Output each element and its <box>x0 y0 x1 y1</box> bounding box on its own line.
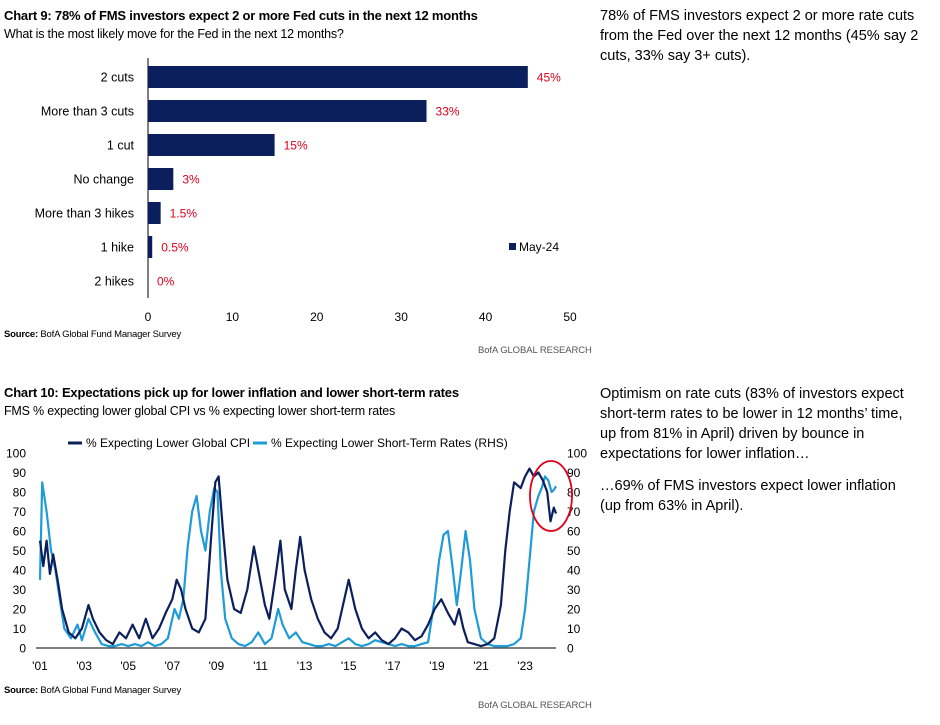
chart9-x-tick-label: 30 <box>395 310 409 324</box>
chart9-block: Chart 9: 78% of FMS investors expect 2 o… <box>0 0 592 360</box>
chart10-commentary-text-1: Optimism on rate cuts (83% of investors … <box>600 386 904 462</box>
chart10-y-tick-left: 80 <box>13 486 27 500</box>
chart10-y-tick-left: 0 <box>19 642 26 656</box>
chart10-y-tick-right: 30 <box>567 583 581 597</box>
chart9-bar <box>148 236 153 258</box>
chart10-block: Chart 10: Expectations pick up for lower… <box>0 380 592 725</box>
chart10-source-label: Source: <box>4 685 38 696</box>
chart10-x-tick-label: '11 <box>253 659 268 673</box>
chart9-bar <box>148 168 174 190</box>
chart9-source-text: BofA Global Fund Manager Survey <box>37 329 182 340</box>
chart10-y-tick-right: 0 <box>567 642 574 656</box>
chart9-title: Chart 9: 78% of FMS investors expect 2 o… <box>4 8 478 23</box>
chart9-commentary-text: 78% of FMS investors expect 2 or more ra… <box>600 8 919 64</box>
chart10-y-tick-right: 10 <box>567 622 581 636</box>
chart9-category-label: No change <box>74 173 135 187</box>
chart9-category-label: More than 3 cuts <box>41 105 134 119</box>
chart10-x-tick-label: '09 <box>209 659 225 673</box>
chart10-series-cpi-line <box>38 467 558 648</box>
chart10-y-tick-right: 90 <box>567 466 581 480</box>
chart10-y-tick-left: 40 <box>13 564 27 578</box>
chart10-y-tick-left: 30 <box>13 583 27 597</box>
chart10-x-tick-label: '01 <box>32 659 48 673</box>
chart9-x-tick-label: 40 <box>479 310 493 324</box>
chart9-subtitle: What is the most likely move for the Fed… <box>4 27 344 41</box>
chart10-subtitle: FMS % expecting lower global CPI vs % ex… <box>4 404 396 418</box>
chart10-y-tick-right: 40 <box>567 564 581 578</box>
chart10-x-tick-label: '13 <box>297 659 313 673</box>
chart10-y-tick-right: 20 <box>567 603 581 617</box>
chart9-data-label: 0.5% <box>161 241 189 255</box>
chart9-category-label: 2 hikes <box>94 275 134 289</box>
chart9-data-label: 15% <box>284 139 308 153</box>
chart10-y-tick-left: 70 <box>13 505 27 519</box>
chart9-source: Source: BofA Global Fund Manager Survey <box>4 329 181 340</box>
chart10-highlight-circle <box>529 460 573 532</box>
chart10-title: Chart 10: Expectations pick up for lower… <box>4 385 459 400</box>
chart9-data-label: 3% <box>182 173 200 187</box>
chart10-x-tick-label: '23 <box>517 659 533 673</box>
chart9-legend-swatch <box>509 243 516 250</box>
chart10-legend-label-cpi: % Expecting Lower Global CPI <box>86 436 250 450</box>
chart10-source: Source: BofA Global Fund Manager Survey <box>4 685 181 696</box>
chart10-commentary: Optimism on rate cuts (83% of investors … <box>600 384 920 516</box>
chart9-data-label: 1.5% <box>170 207 198 221</box>
chart10-y-tick-left: 50 <box>13 544 27 558</box>
chart9-category-label: 2 cuts <box>101 71 134 85</box>
chart10-y-tick-left: 100 <box>6 447 26 461</box>
chart10-y-tick-right: 100 <box>567 447 587 461</box>
chart10-x-tick-label: '17 <box>385 659 401 673</box>
chart10-y-tick-right: 60 <box>567 525 581 539</box>
chart9-category-label: 1 cut <box>107 139 135 153</box>
chart10-x-tick-label: '03 <box>76 659 92 673</box>
chart9-bar <box>148 202 161 224</box>
chart9-x-tick-label: 10 <box>226 310 240 324</box>
chart10-y-tick-left: 10 <box>13 622 27 636</box>
chart9-category-label: More than 3 hikes <box>35 207 134 221</box>
chart9-bar <box>148 134 275 156</box>
chart10-x-tick-label: '21 <box>473 659 489 673</box>
chart10-x-tick-label: '15 <box>341 659 357 673</box>
chart9-bar <box>148 100 427 122</box>
chart10-y-tick-left: 60 <box>13 525 27 539</box>
chart9-x-tick-label: 20 <box>310 310 324 324</box>
chart9-data-label: 45% <box>537 71 561 85</box>
chart10-series-rates-line <box>38 475 557 648</box>
chart9-credit: BofA GLOBAL RESEARCH <box>478 345 592 356</box>
chart9-legend-label: May-24 <box>519 240 559 254</box>
chart9-source-label: Source: <box>4 329 38 340</box>
chart9-category-label: 1 hike <box>101 241 134 255</box>
chart10-y-tick-left: 20 <box>13 603 27 617</box>
chart10-credit: BofA GLOBAL RESEARCH <box>478 700 592 711</box>
chart10-commentary-text-2: …69% of FMS investors expect lower infla… <box>600 478 896 514</box>
chart10-y-tick-right: 80 <box>567 486 581 500</box>
chart10-x-tick-label: '19 <box>429 659 445 673</box>
chart9-commentary: 78% of FMS investors expect 2 or more ra… <box>600 6 930 66</box>
chart10-source-text: BofA Global Fund Manager Survey <box>37 685 182 696</box>
chart9-plot: 2 cuts 45% More than 3 cuts 33% 1 cut 15% No c… <box>35 58 577 324</box>
chart10-x-tick-label: '05 <box>120 659 136 673</box>
chart9-x-tick-label: 0 <box>145 310 152 324</box>
chart9-bar <box>148 66 528 88</box>
chart9-data-label: 0% <box>157 275 175 289</box>
chart10-y-tick-left: 90 <box>13 466 27 480</box>
chart9-x-tick-label: 50 <box>563 310 577 324</box>
chart10-x-tick-label: '07 <box>164 659 180 673</box>
chart10-legend-label-rates: % Expecting Lower Short-Term Rates (RHS) <box>271 436 508 450</box>
chart10-y-tick-right: 50 <box>567 544 581 558</box>
chart9-data-label: 33% <box>436 105 460 119</box>
